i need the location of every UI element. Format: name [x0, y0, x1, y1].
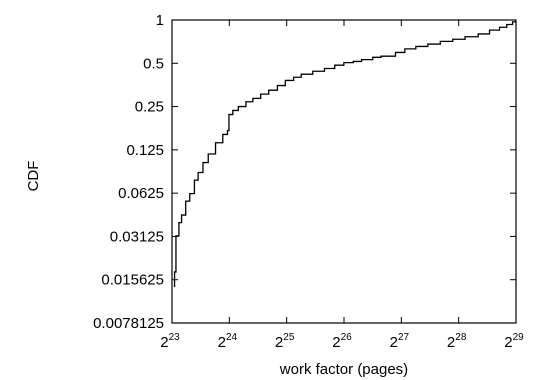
x-tick-label: 226: [332, 332, 352, 351]
x-tick-label-exponent: 28: [455, 332, 467, 343]
y-tick-labels: 1 0.5 0.25 0.125 0.0625 0.03125 0.015625 0.0078…: [93, 12, 164, 332]
x-tick-label-base: 2: [504, 334, 512, 351]
x-axis-label: work factor (pages): [279, 361, 408, 378]
x-tick-label-exponent: 25: [283, 332, 295, 343]
y-tick-label: 0.25: [135, 99, 164, 116]
y-tick-label: 0.0625: [118, 185, 164, 202]
x-tick-label: 227: [390, 332, 410, 351]
x-tick-label-exponent: 27: [398, 332, 410, 343]
y-tick-label: 0.03125: [110, 228, 164, 245]
x-tick-label-exponent: 29: [513, 332, 525, 343]
y-axis-label: CDF: [25, 161, 42, 192]
cdf-series-line: [173, 20, 517, 288]
x-tick-label-base: 2: [275, 334, 283, 351]
x-tick-label: 224: [218, 332, 238, 351]
x-tick-label-base: 2: [218, 334, 226, 351]
x-tick-label-exponent: 26: [341, 332, 353, 343]
y-tick-label: 0.5: [143, 55, 164, 72]
y-tick-label: 0.015625: [101, 272, 164, 289]
x-tick-label-base: 2: [390, 334, 398, 351]
y-tick-label: 0.125: [126, 142, 164, 159]
y-tick-label: 1: [156, 12, 164, 29]
x-tick-label: 223: [160, 332, 180, 351]
x-tick-label: 229: [504, 332, 524, 351]
x-tick-label-base: 2: [332, 334, 340, 351]
x-tick-labels: 223 224 225 226 227 228 229: [160, 332, 524, 351]
x-tick-label-exponent: 24: [226, 332, 238, 343]
x-tick-label: 225: [275, 332, 295, 351]
x-tick-label-base: 2: [447, 334, 455, 351]
x-tick-label: 228: [447, 332, 467, 351]
x-tick-label-exponent: 23: [169, 332, 181, 343]
x-tick-label-base: 2: [160, 334, 168, 351]
y-tick-label: 0.0078125: [93, 315, 164, 332]
plot-frame: [171, 19, 517, 324]
